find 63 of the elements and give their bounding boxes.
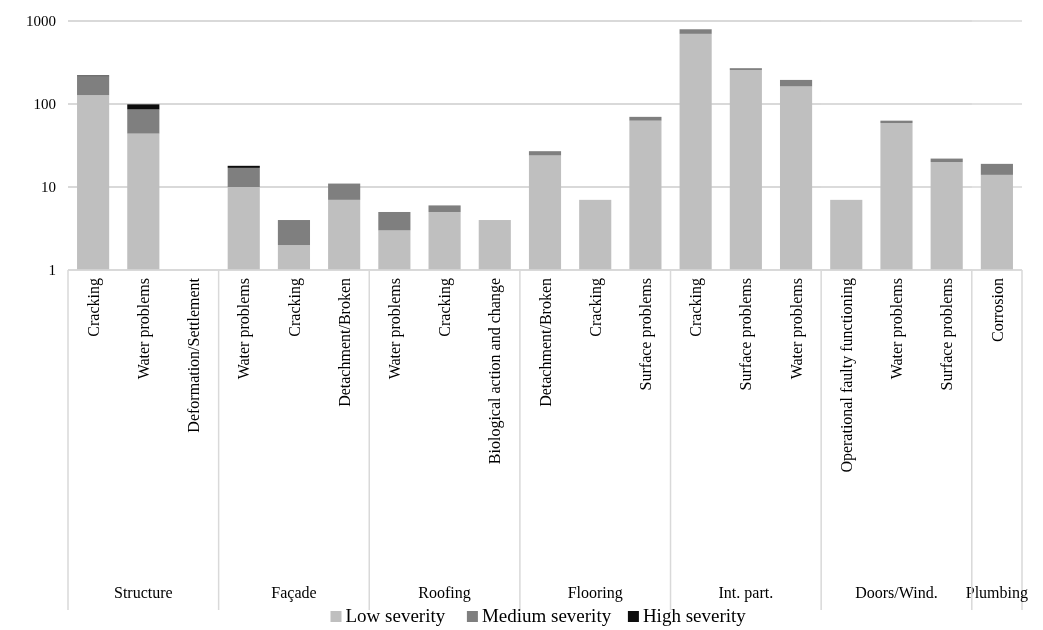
bar xyxy=(528,151,562,156)
x-tick-label: Operational faulty functioning xyxy=(837,278,856,473)
x-tick-label: Corrosion xyxy=(988,278,1006,342)
x-tick-label: Surface problems xyxy=(938,278,957,391)
x-axis-title: Doors/Wind. xyxy=(855,584,938,601)
bar xyxy=(679,33,712,270)
bar xyxy=(127,109,160,134)
x-tick-label: Cracking xyxy=(687,278,706,337)
bar xyxy=(277,245,311,270)
bar xyxy=(880,123,913,270)
bar xyxy=(127,104,160,110)
bar xyxy=(830,199,863,270)
x-axis-title: Int. part. xyxy=(718,584,774,602)
x-axis-title: Plumbing xyxy=(965,584,1029,602)
y-tick-label: 1000 xyxy=(26,13,56,30)
x-tick-label: Surface problems xyxy=(737,278,756,391)
bar xyxy=(428,205,461,212)
x-axis-title: Façade xyxy=(271,584,317,602)
bar xyxy=(629,120,662,270)
x-tick-label: Water problems xyxy=(235,278,254,380)
bar xyxy=(478,220,511,270)
bar xyxy=(328,199,361,270)
x-tick-label: Detachment/Broken xyxy=(536,278,554,407)
bar xyxy=(277,220,311,246)
x-tick-label: Cracking xyxy=(84,278,103,337)
x-axis-title: Flooring xyxy=(567,584,623,602)
y-tick-label: 1 xyxy=(48,262,56,279)
bar xyxy=(779,86,813,270)
x-tick-label: Detachment/Broken xyxy=(335,278,353,407)
bar xyxy=(378,230,411,270)
bar xyxy=(328,183,361,200)
bar xyxy=(227,165,260,168)
legend-label: Low severity xyxy=(345,605,446,626)
bar xyxy=(378,211,411,231)
bar xyxy=(679,29,712,34)
x-tick-label: Cracking xyxy=(285,278,304,337)
bar xyxy=(579,199,612,270)
x-tick-label: Water problems xyxy=(385,278,404,380)
x-tick-label: Cracking xyxy=(436,278,455,337)
bar xyxy=(77,76,110,96)
x-tick-label: Water problems xyxy=(888,278,907,380)
x-tick-label: Biological action and change xyxy=(486,278,505,465)
bar xyxy=(930,162,963,270)
bar xyxy=(127,133,160,270)
bar xyxy=(629,116,662,121)
legend-label: High severity xyxy=(642,605,747,626)
x-tick-label: Water problems xyxy=(787,278,806,380)
bar xyxy=(227,167,260,187)
x-tick-label: Water problems xyxy=(134,278,153,380)
bar xyxy=(227,187,260,270)
legend-label: Medium severity xyxy=(481,605,612,626)
y-tick-label: 10 xyxy=(41,179,56,196)
bar xyxy=(729,69,762,270)
bar xyxy=(779,79,813,87)
bar xyxy=(528,155,562,270)
x-tick-label: Cracking xyxy=(586,278,605,337)
x-tick-label: Surface problems xyxy=(637,278,656,391)
bar xyxy=(77,95,110,270)
bar xyxy=(428,211,461,270)
x-axis-title: Roofing xyxy=(418,584,471,602)
y-tick-label: 100 xyxy=(33,96,56,113)
x-axis-title: Structure xyxy=(113,584,173,601)
x-tick-label: Deformation/Settlement xyxy=(185,277,203,433)
